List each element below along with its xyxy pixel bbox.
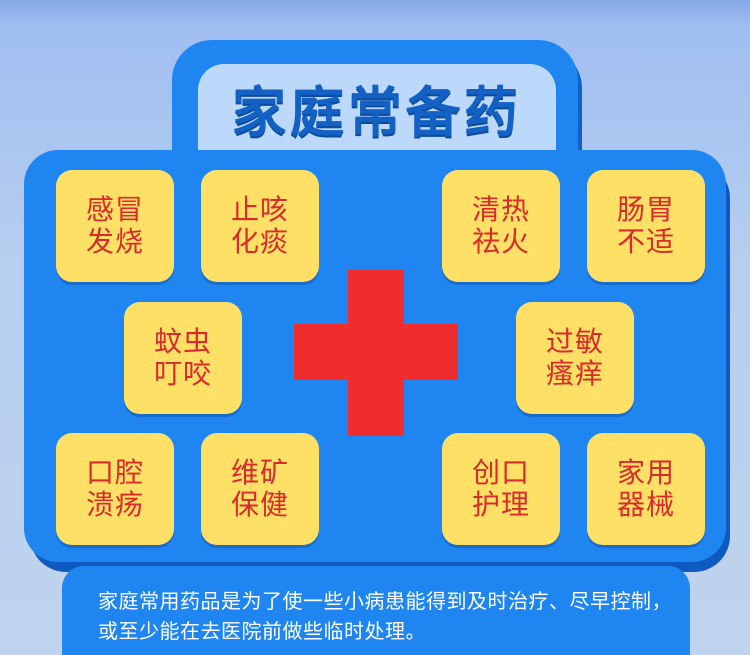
tile-line2: 瘙痒 [545, 357, 604, 390]
tile-cough-phlegm[interactable]: 止咳 化痰 [201, 170, 319, 282]
tile-line1: 蚊虫 [153, 325, 212, 358]
tile-line2: 护理 [471, 488, 530, 521]
tile-line1: 口腔 [85, 456, 144, 489]
tile-line2: 保健 [230, 488, 289, 521]
tile-line2: 化痰 [230, 225, 289, 258]
tile-allergy-itch[interactable]: 过敏 瘙痒 [516, 302, 634, 414]
description-text: 家庭常用药品是为了使一些小病患能得到及时治疗、尽早控制，或至少能在去医院前做些临… [98, 589, 672, 643]
tile-line2: 器械 [616, 488, 675, 521]
tile-line2: 发烧 [85, 225, 144, 258]
tile-stomach[interactable]: 肠胃 不适 [587, 170, 705, 282]
description-panel [62, 566, 690, 655]
tile-cold-fever[interactable]: 感冒 发烧 [56, 170, 174, 282]
tile-heat-clearing[interactable]: 清热 祛火 [442, 170, 560, 282]
tile-line1: 过敏 [545, 325, 604, 358]
tile-wound-care[interactable]: 创口 护理 [442, 433, 560, 545]
tile-line2: 不适 [616, 225, 675, 258]
tile-line1: 清热 [471, 193, 530, 226]
tile-line2: 祛火 [471, 225, 530, 258]
tile-line2: 叮咬 [153, 357, 212, 390]
tile-mouth-ulcer[interactable]: 口腔 溃疡 [56, 433, 174, 545]
tile-line1: 维矿 [230, 456, 289, 489]
page-title: 家庭常备药 [232, 80, 522, 144]
tile-line1: 家用 [616, 456, 675, 489]
tile-line1: 创口 [471, 456, 530, 489]
tile-vitamins[interactable]: 维矿 保健 [201, 433, 319, 545]
tile-line1: 感冒 [85, 193, 144, 226]
tile-insect-bites[interactable]: 蚊虫 叮咬 [124, 302, 242, 414]
title-panel: 家庭常备药 [198, 64, 556, 150]
tile-line1: 止咳 [230, 193, 289, 226]
tile-line1: 肠胃 [616, 193, 675, 226]
tile-line2: 溃疡 [85, 488, 144, 521]
tile-home-devices[interactable]: 家用 器械 [587, 433, 705, 545]
red-cross-horizontal [294, 324, 458, 380]
top-shade [0, 0, 750, 26]
